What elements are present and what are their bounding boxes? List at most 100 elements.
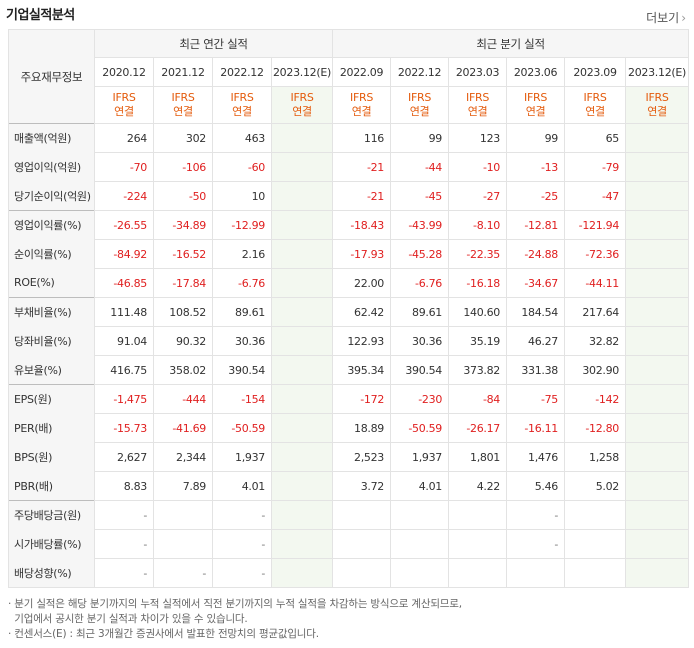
value-cell: 5.02 <box>564 471 627 501</box>
value-cell: -106 <box>153 152 213 182</box>
value-cell: 3.72 <box>332 471 392 501</box>
value-cell <box>625 326 690 356</box>
value-cell <box>270 326 334 356</box>
value-cell: -12.99 <box>212 210 272 240</box>
value-cell: -18.43 <box>332 210 392 240</box>
period-header: 2020.12 <box>94 57 154 87</box>
period-header: 2022.12 <box>390 57 450 87</box>
row-label: 매출액(억원) <box>8 123 95 153</box>
value-cell: -44.11 <box>564 268 627 298</box>
value-cell: 30.36 <box>212 326 272 356</box>
consolidated-label: 연결 <box>292 105 312 118</box>
value-cell <box>332 500 392 530</box>
value-cell <box>390 558 450 588</box>
row-label: 유보율(%) <box>8 355 95 385</box>
value-cell: -75 <box>506 384 566 414</box>
row-label: 배당성향(%) <box>8 558 95 588</box>
value-cell: - <box>212 529 272 559</box>
value-cell: 89.61 <box>390 297 450 327</box>
value-cell <box>270 413 334 443</box>
value-cell: 7.89 <box>153 471 213 501</box>
value-cell <box>270 558 334 588</box>
value-cell <box>448 500 508 530</box>
period-header: 2023.03 <box>448 57 508 87</box>
more-label: 더보기 <box>646 11 680 25</box>
ifrs-label: IFRS <box>112 91 136 104</box>
row-label: ROE(%) <box>8 268 95 298</box>
value-cell: -34.89 <box>153 210 213 240</box>
value-cell: -50.59 <box>390 413 450 443</box>
ifrs-label: IFRS <box>583 91 607 104</box>
value-cell <box>564 558 627 588</box>
value-cell: - <box>94 529 154 559</box>
value-cell: -13 <box>506 152 566 182</box>
value-cell: -17.84 <box>153 268 213 298</box>
table-row: 유보율(%) 416.75 358.02 390.54 395.34 390.54 373.… <box>8 355 690 385</box>
value-cell: -41.69 <box>153 413 213 443</box>
value-cell: 390.54 <box>390 355 450 385</box>
value-cell: -70 <box>94 152 154 182</box>
ifrs-basis-label: IFRS 연결 <box>332 86 392 124</box>
value-cell <box>270 181 334 211</box>
value-cell: -1,475 <box>94 384 154 414</box>
value-cell <box>625 500 690 530</box>
value-cell: -84.92 <box>94 239 154 269</box>
value-cell: -50.59 <box>212 413 272 443</box>
consolidated-label: 연결 <box>114 105 134 118</box>
chevron-right-icon: › <box>681 11 686 25</box>
value-cell: -26.17 <box>448 413 508 443</box>
ifrs-label: IFRS <box>171 91 195 104</box>
row-label: PER(배) <box>8 413 95 443</box>
value-cell: -121.94 <box>564 210 627 240</box>
value-cell: 123 <box>448 123 508 153</box>
section-title: 기업실적분석 <box>6 8 75 23</box>
value-cell <box>270 239 334 269</box>
row-label: 영업이익률(%) <box>8 210 95 240</box>
value-cell: 35.19 <box>448 326 508 356</box>
value-cell: 373.82 <box>448 355 508 385</box>
value-cell: -16.18 <box>448 268 508 298</box>
table-row: 순이익률(%) -84.92 -16.52 2.16 -17.93 -45.28 -22.3… <box>8 239 690 269</box>
ifrs-label: IFRS <box>524 91 548 104</box>
ifrs-basis-label: IFRS 연결 <box>390 86 450 124</box>
value-cell: -444 <box>153 384 213 414</box>
quarter-group-header: 최근 분기 실적 <box>332 29 690 58</box>
footnote-2: 기업에서 공시한 분기 실적과 차이가 있을 수 있습니다. <box>8 613 248 625</box>
value-cell <box>625 123 690 153</box>
row-label: EPS(원) <box>8 384 95 414</box>
value-cell: 358.02 <box>153 355 213 385</box>
value-cell: 32.82 <box>564 326 627 356</box>
table-row: EPS(원) -1,475 -444 -154 -172 -230 -84 -75 -142 <box>8 384 690 414</box>
value-cell: - <box>153 558 213 588</box>
value-cell: 331.38 <box>506 355 566 385</box>
value-cell <box>153 500 213 530</box>
value-cell <box>506 558 566 588</box>
value-cell <box>625 239 690 269</box>
consolidated-label: 연결 <box>585 105 605 118</box>
value-cell <box>270 384 334 414</box>
row-label: BPS(원) <box>8 442 95 472</box>
value-cell: -10 <box>448 152 508 182</box>
value-cell: 108.52 <box>153 297 213 327</box>
more-link[interactable]: 더보기 › <box>646 9 686 26</box>
value-cell <box>564 529 627 559</box>
table-row: 부채비율(%) 111.48 108.52 89.61 62.42 89.61 140.60… <box>8 297 690 327</box>
ifrs-label: IFRS <box>408 91 432 104</box>
value-cell: 4.01 <box>212 471 272 501</box>
value-cell <box>564 500 627 530</box>
value-cell: -16.11 <box>506 413 566 443</box>
value-cell: -43.99 <box>390 210 450 240</box>
table-row: 배당성향(%) - - - <box>8 558 690 588</box>
value-cell: 390.54 <box>212 355 272 385</box>
value-cell: -84 <box>448 384 508 414</box>
row-label: 영업이익(억원) <box>8 152 95 182</box>
value-cell <box>625 442 690 472</box>
table-row: 당기순이익(억원) -224 -50 10 -21 -45 -27 -25 -47 <box>8 181 690 211</box>
value-cell: 302.90 <box>564 355 627 385</box>
row-label: 당기순이익(억원) <box>8 181 95 211</box>
value-cell <box>270 500 334 530</box>
value-cell <box>270 123 334 153</box>
value-cell <box>625 558 690 588</box>
row-label: 시가배당률(%) <box>8 529 95 559</box>
value-cell <box>270 442 334 472</box>
